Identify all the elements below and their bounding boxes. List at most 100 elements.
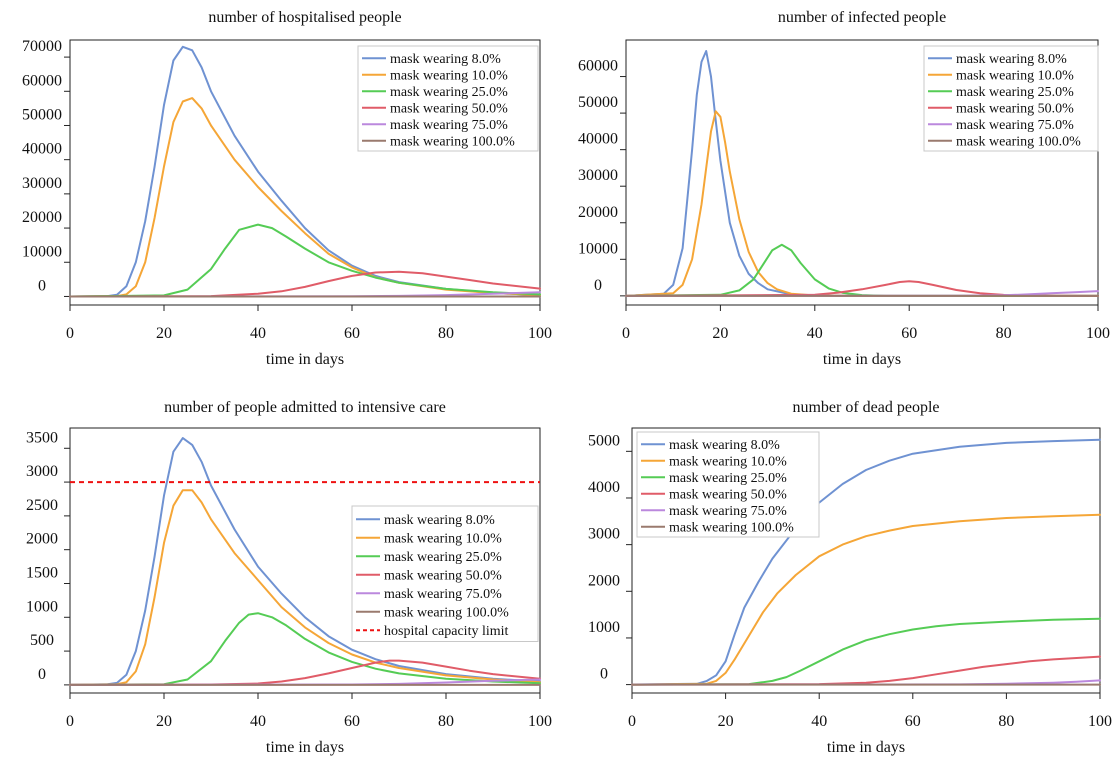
y-tick-label: 60000 — [578, 58, 618, 75]
legend-label: hospital capacity limit — [384, 624, 509, 639]
y-tick-label: 2000 — [26, 531, 58, 548]
legend-label: mask wearing 10.0% — [384, 531, 502, 546]
y-tick-label: 50000 — [22, 106, 62, 123]
x-tick-label: 20 — [712, 325, 728, 342]
y-tick-label: 50000 — [578, 94, 618, 111]
legend-label: mask wearing 25.0% — [384, 550, 502, 565]
legend-label: mask wearing 50.0% — [956, 101, 1074, 116]
legend-label: mask wearing 25.0% — [956, 85, 1074, 100]
legend-label: mask wearing 8.0% — [956, 52, 1067, 67]
y-tick-label: 10000 — [22, 243, 62, 260]
legend-label: mask wearing 100.0% — [390, 134, 515, 149]
x-tick-label: 80 — [438, 713, 454, 730]
chart-title: number of people admitted to intensive c… — [164, 399, 446, 416]
series-line-mask-wearing-10-0 — [69, 489, 541, 686]
y-tick-label: 0 — [38, 666, 46, 683]
x-tick-label: 40 — [807, 325, 823, 342]
legend-label: mask wearing 75.0% — [390, 118, 508, 133]
x-axis-label: time in days — [266, 351, 344, 368]
intensive-care-chart: number of people admitted to intensive c… — [26, 399, 552, 756]
y-tick-label: 70000 — [22, 38, 62, 55]
x-tick-label: 60 — [344, 713, 360, 730]
y-tick-label: 10000 — [578, 240, 618, 257]
y-tick-label: 5000 — [588, 432, 620, 449]
series-line-mask-wearing-25-0 — [631, 617, 1101, 686]
y-tick-label: 1000 — [588, 619, 620, 636]
legend-label: mask wearing 100.0% — [384, 605, 509, 620]
legend-label: mask wearing 75.0% — [384, 587, 502, 602]
series-line-mask-wearing-50-0 — [69, 270, 541, 298]
series-line-mask-wearing-50-0 — [69, 659, 541, 686]
x-tick-label: 60 — [344, 325, 360, 342]
legend-label: mask wearing 50.0% — [669, 487, 787, 502]
legend-box — [351, 505, 539, 642]
series-line-mask-wearing-8-0 — [69, 45, 541, 298]
x-tick-label: 100 — [1086, 325, 1110, 342]
x-axis-label: time in days — [827, 739, 905, 756]
y-tick-label: 1000 — [26, 598, 58, 615]
legend-label: mask wearing 75.0% — [956, 118, 1074, 133]
legend-box — [923, 45, 1099, 152]
y-tick-label: 0 — [600, 666, 608, 683]
y-tick-label: 60000 — [22, 72, 62, 89]
chart-title: number of infected people — [778, 9, 946, 26]
x-tick-label: 100 — [528, 325, 552, 342]
x-tick-label: 60 — [901, 325, 917, 342]
legend-box — [357, 45, 539, 152]
x-tick-label: 40 — [811, 713, 827, 730]
x-tick-label: 40 — [250, 325, 266, 342]
x-tick-label: 60 — [905, 713, 921, 730]
infected-chart: number of infected people 0 20 40 60 80 100 0 10… — [578, 9, 1110, 368]
x-tick-label: 40 — [250, 713, 266, 730]
y-tick-label: 20000 — [578, 204, 618, 221]
x-tick-label: 0 — [628, 713, 636, 730]
y-tick-label: 3500 — [26, 429, 58, 446]
legend-label: mask wearing 100.0% — [669, 520, 794, 535]
y-tick-label: 0 — [38, 277, 46, 294]
x-tick-label: 80 — [438, 325, 454, 342]
x-axis-label: time in days — [823, 351, 901, 368]
y-tick-label: 20000 — [22, 209, 62, 226]
y-tick-label: 2000 — [588, 572, 620, 589]
legend-label: mask wearing 25.0% — [669, 471, 787, 486]
plot-frame — [69, 427, 541, 694]
series-line-mask-wearing-8-0 — [625, 50, 1099, 297]
y-tick-label: 3000 — [588, 526, 620, 543]
plot-frame — [631, 427, 1101, 694]
legend-label: mask wearing 50.0% — [384, 568, 502, 583]
series-line-mask-wearing-10-0 — [625, 110, 1099, 297]
y-tick-label: 40000 — [578, 131, 618, 148]
x-tick-label: 20 — [156, 713, 172, 730]
y-tick-label: 4000 — [588, 479, 620, 496]
x-tick-label: 0 — [622, 325, 630, 342]
plot-frame — [625, 39, 1099, 306]
y-tick-label: 30000 — [22, 175, 62, 192]
series-line-mask-wearing-8-0 — [69, 437, 541, 686]
series-line-mask-wearing-25-0 — [625, 243, 1099, 297]
chart-title: number of dead people — [792, 399, 939, 416]
series-line-mask-wearing-50-0 — [631, 655, 1101, 686]
legend-label: mask wearing 100.0% — [956, 134, 1081, 149]
y-tick-label: 2500 — [26, 497, 58, 514]
x-tick-label: 0 — [66, 325, 74, 342]
x-tick-label: 80 — [996, 325, 1012, 342]
legend-label: mask wearing 10.0% — [956, 68, 1074, 83]
x-axis-label: time in days — [266, 739, 344, 756]
series-line-mask-wearing-25-0 — [69, 612, 541, 686]
y-tick-label: 3000 — [26, 463, 58, 480]
x-tick-label: 20 — [718, 713, 734, 730]
y-tick-label: 30000 — [578, 167, 618, 184]
y-tick-label: 40000 — [22, 141, 62, 158]
legend-label: mask wearing 8.0% — [390, 52, 501, 67]
y-tick-label: 0 — [594, 277, 602, 294]
legend-label: mask wearing 10.0% — [390, 68, 508, 83]
hospitalised-chart: number of hospitalised people 0 20 40 60 80 10… — [22, 9, 552, 368]
legend-label: mask wearing 50.0% — [390, 101, 508, 116]
legend-label: mask wearing 75.0% — [669, 504, 787, 519]
plot-frame — [69, 39, 541, 306]
legend-label: mask wearing 10.0% — [669, 454, 787, 469]
x-tick-label: 80 — [998, 713, 1014, 730]
chart-title: number of hospitalised people — [208, 9, 401, 26]
x-tick-label: 100 — [528, 713, 552, 730]
